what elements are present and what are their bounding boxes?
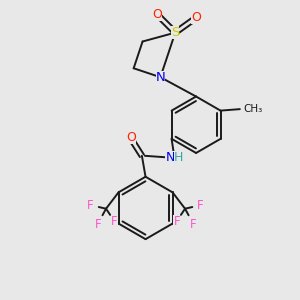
Text: N: N xyxy=(165,151,175,164)
Text: F: F xyxy=(173,215,180,228)
Text: O: O xyxy=(152,8,162,21)
Text: H: H xyxy=(174,151,183,164)
Text: O: O xyxy=(191,11,201,24)
Text: F: F xyxy=(111,215,118,228)
Text: N: N xyxy=(155,71,165,84)
Text: F: F xyxy=(94,218,101,231)
Text: CH₃: CH₃ xyxy=(243,104,263,114)
Text: F: F xyxy=(190,218,197,231)
Text: F: F xyxy=(197,199,204,212)
Text: S: S xyxy=(171,26,179,39)
Text: O: O xyxy=(127,131,136,145)
Text: F: F xyxy=(87,199,94,212)
